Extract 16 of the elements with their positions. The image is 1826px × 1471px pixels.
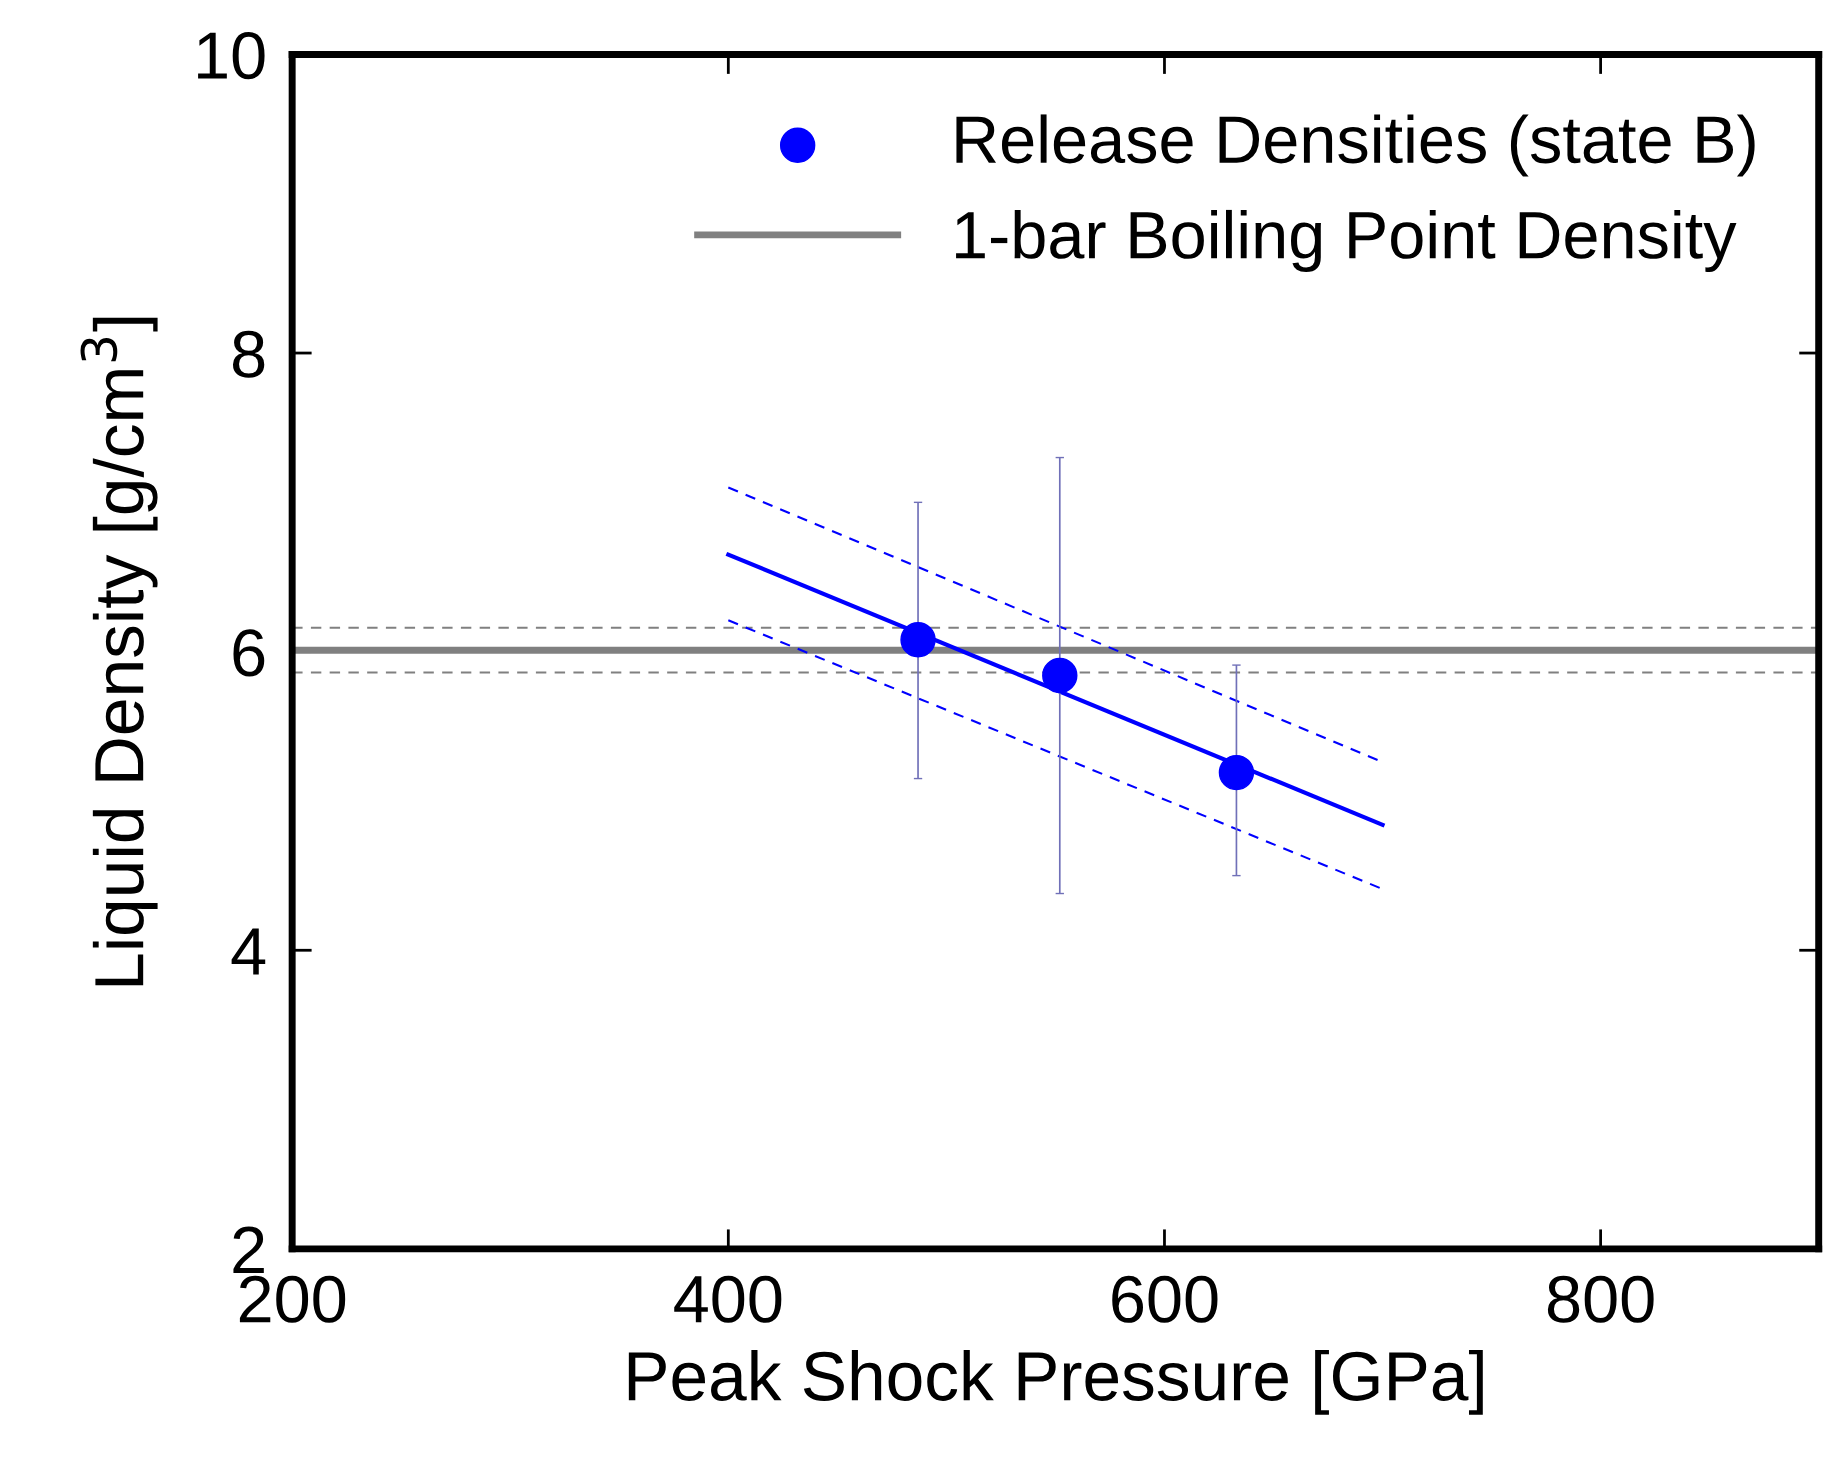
point [900,622,936,658]
x-tick-label: 600 [1112,1275,1218,1323]
x-axis-title: Peak Shock Pressure [GPa] [628,1349,1483,1415]
y-tick-label: 8 [232,330,265,378]
point [1042,657,1078,694]
point [1218,754,1255,791]
legend-label: Release Densities (state B) [956,114,1755,177]
legend-label: 1-bar Boiling Point Density [956,209,1737,273]
y-tick-label: 6 [233,629,265,677]
y-tick-label: 2 [233,1226,264,1274]
y-tick-label: 4 [231,928,266,975]
y-axis-title: Liquid Density [g/cm$^{3}$] [80,317,158,986]
x-tick-label: 400 [674,1275,782,1323]
x-tick-label: 800 [1547,1275,1654,1323]
y-tick-label: 10 [198,32,265,80]
x-tick-label: 200 [239,1275,346,1323]
